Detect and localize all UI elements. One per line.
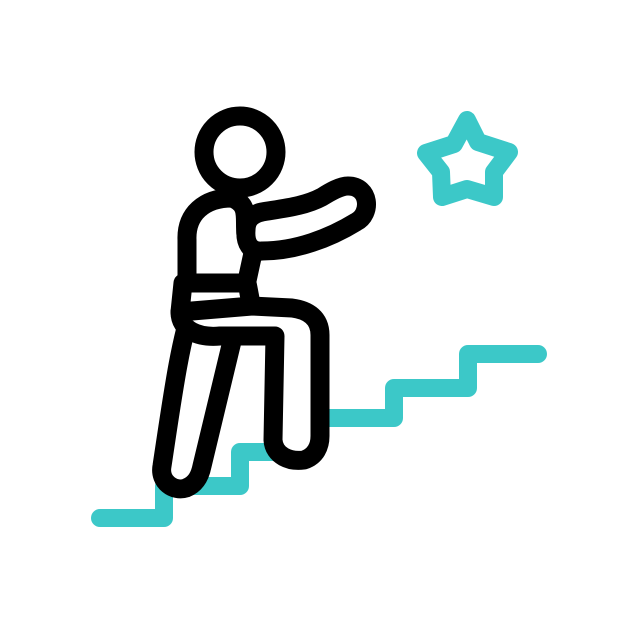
person-arm — [236, 176, 376, 261]
person-back-leg — [152, 295, 250, 499]
person-head — [194, 106, 286, 198]
person-icon — [152, 106, 376, 499]
star-icon — [417, 111, 518, 206]
person-front-leg — [170, 296, 330, 470]
star-outline — [417, 111, 518, 206]
